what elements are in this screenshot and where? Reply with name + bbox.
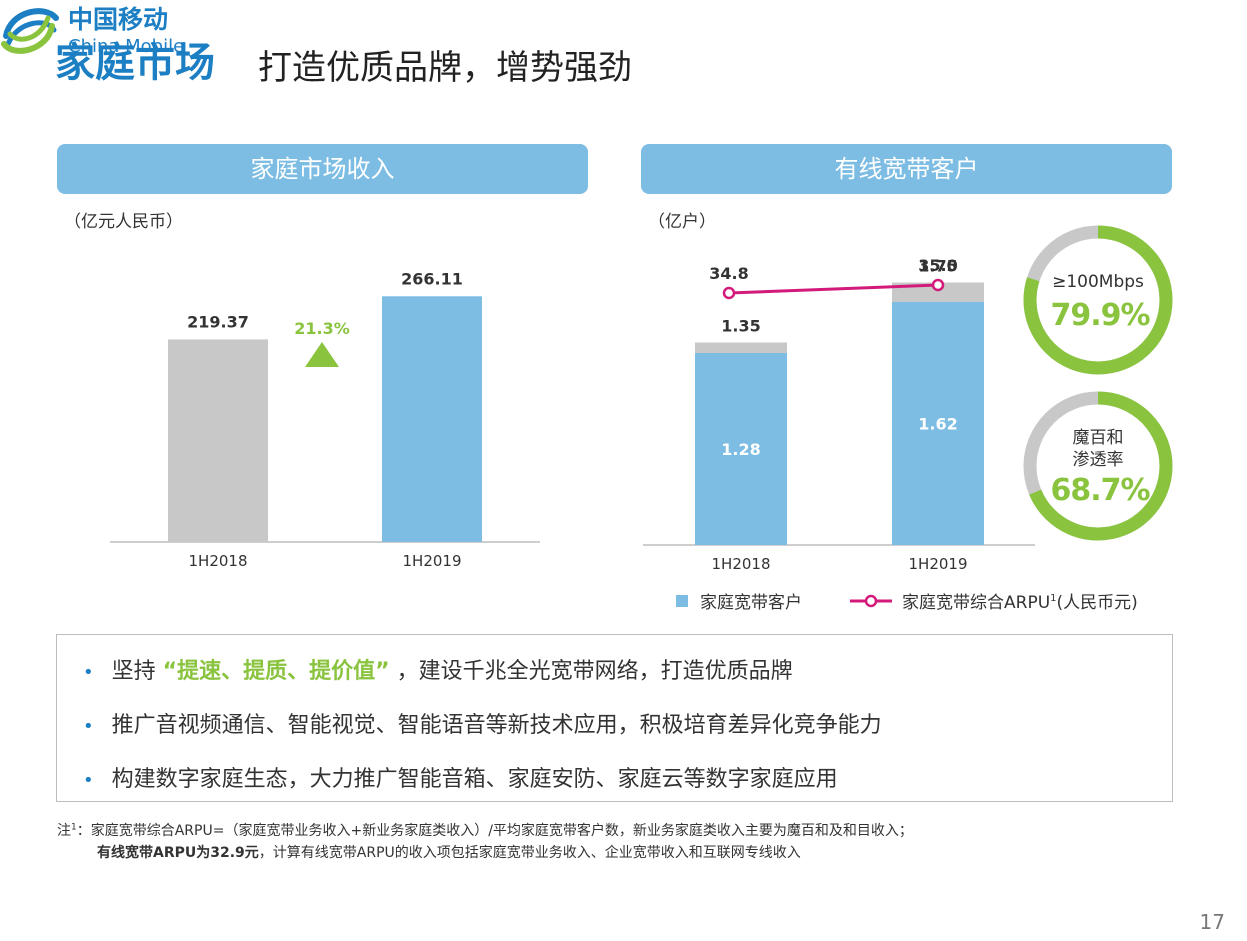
bullet-text: 坚持 — [111, 659, 156, 684]
bar-total-label: 1.75 — [918, 257, 957, 276]
key-points-box: • 坚持 “提速、提质、提价值” ，建设千兆全光宽带网络，打造优质品牌 • 推广音视… — [56, 634, 1173, 802]
footnote-prefix: 注 — [57, 823, 71, 839]
china-mobile-logo: 中国移动 China Mobile — [1, 5, 184, 57]
bullet-dot-icon: • — [83, 662, 94, 683]
legend-swatch-customers — [676, 595, 688, 607]
bar-segment-value-label: 1.28 — [721, 440, 760, 459]
growth-up-arrow-icon — [305, 342, 339, 367]
x-tick-label: 1H2019 — [403, 552, 462, 570]
revenue-bar — [382, 296, 482, 542]
logo-text-en: China Mobile — [68, 36, 184, 57]
footnote-2: 有线宽带ARPU为32.9元，计算有线宽带ARPU的收入项包括家庭宽带业务收入、… — [97, 842, 801, 862]
growth-label: 21.3% — [294, 319, 350, 338]
legend-marker-arpu — [864, 594, 878, 608]
bullet-text: 推广音视频通信、智能视觉、智能语音等新技术应用，积极培育差异化竞争能力 — [111, 713, 882, 738]
revenue-value-label: 219.37 — [187, 312, 249, 331]
footnote-1: 注1：家庭宽带综合ARPU=（家庭宽带业务收入+新业务家庭类收入）/平均家庭宽带… — [57, 820, 913, 840]
legend-label-customers: 家庭宽带客户 — [700, 593, 802, 613]
x-tick-label: 1H2018 — [189, 552, 248, 570]
bullet-item: • 推广音视频通信、智能视觉、智能语音等新技术应用，积极培育差异化竞争能力 — [83, 707, 882, 739]
donut-value-label: 79.9% — [1050, 298, 1150, 333]
page-title-strong: 家庭市场 — [55, 40, 215, 86]
donut-value-arc — [1023, 225, 1173, 375]
broadband-customers-bar — [695, 353, 787, 545]
x-tick-label: 1H2018 — [712, 555, 771, 573]
page-number: 17 — [1199, 910, 1225, 934]
arpu-point — [931, 278, 945, 292]
bar-segment-value-label: 1.62 — [918, 415, 957, 434]
logo-text-cn: 中国移动 — [68, 5, 168, 34]
revenue-bar — [168, 339, 268, 542]
donut-value-arc — [1023, 391, 1173, 541]
logo-swirl-icon — [1, 8, 59, 54]
right-chart-unit: （亿户） — [648, 212, 716, 232]
charts-canvas: 219.37 1H2018 266.11 1H2019 21.3% 1.28 1.35 1H2… — [110, 225, 1173, 613]
arpu-value-label: 34.8 — [709, 264, 748, 283]
bullet-highlight: “提速、提质、提价值” — [162, 659, 390, 684]
footnote-bold: 有线宽带ARPU为32.9元 — [97, 845, 259, 861]
page-title: 打造优质品牌，增势强劲 — [258, 48, 632, 88]
bullet-text: 构建数字家庭生态，大力推广智能音箱、家庭安防、家庭云等数字家庭应用 — [111, 767, 838, 792]
bullet-text: ，建设千兆全光宽带网络，打造优质品牌 — [396, 659, 793, 684]
right-panel-header: 有线宽带客户 — [641, 144, 1172, 194]
donut-value-label: 68.7% — [1050, 473, 1150, 508]
broadband-customers-bar — [892, 302, 984, 545]
arpu-point — [722, 286, 736, 300]
legend-label-arpu: 家庭宽带综合ARPU1(人民币元) — [902, 593, 1138, 613]
arpu-value-label: 35.0 — [918, 256, 957, 275]
donut-label: 魔百和 — [1073, 428, 1124, 448]
revenue-value-label: 266.11 — [401, 269, 463, 288]
other-customers-bar — [695, 342, 787, 353]
x-tick-label: 1H2019 — [909, 555, 968, 573]
left-panel-header: 家庭市场收入 — [57, 144, 588, 194]
bullet-dot-icon: • — [83, 770, 94, 791]
bullet-item: • 坚持 “提速、提质、提价值” ，建设千兆全光宽带网络，打造优质品牌 — [83, 653, 793, 685]
donut-label: 渗透率 — [1073, 450, 1124, 470]
left-chart-unit: （亿元人民币） — [64, 212, 183, 232]
footnote-text: ：家庭宽带综合ARPU=（家庭宽带业务收入+新业务家庭类收入）/平均家庭宽带客户… — [76, 823, 913, 839]
arpu-line — [728, 283, 939, 295]
footnote-text: ，计算有线宽带ARPU的收入项包括家庭宽带业务收入、企业宽带收入和互联网专线收入 — [258, 845, 801, 861]
bullet-item: • 构建数字家庭生态，大力推广智能音箱、家庭安防、家庭云等数字家庭应用 — [83, 761, 838, 793]
donut-label: ≥100Mbps — [1052, 272, 1144, 292]
bullet-dot-icon: • — [83, 716, 94, 737]
footnote-sup: 1 — [71, 822, 77, 833]
bar-total-label: 1.35 — [721, 317, 760, 336]
